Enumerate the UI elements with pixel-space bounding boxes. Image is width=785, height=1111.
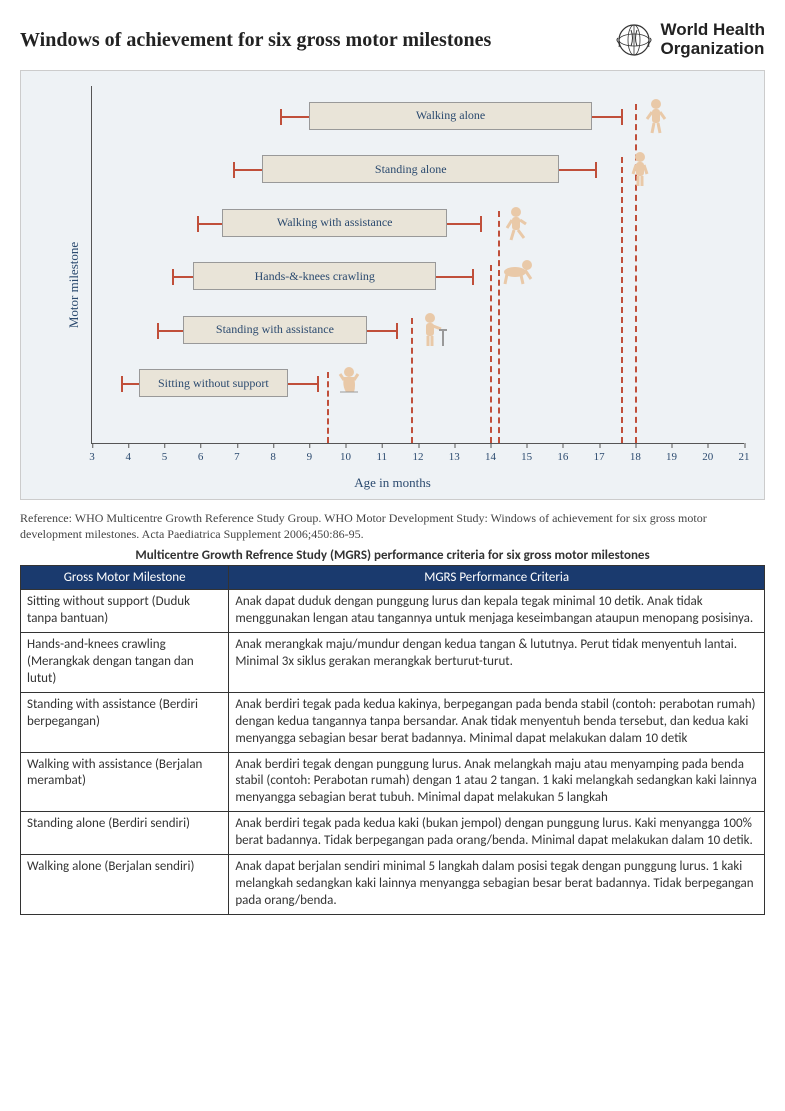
x-tick: 15 xyxy=(521,451,532,463)
x-tick: 8 xyxy=(270,451,276,463)
whisker-cap xyxy=(197,216,199,232)
cell-milestone: Walking alone (Berjalan sendiri) xyxy=(21,854,229,914)
cell-criteria: Anak dapat duduk dengan punggung lurus d… xyxy=(229,590,765,633)
x-tick: 5 xyxy=(162,451,168,463)
x-tick: 16 xyxy=(557,451,568,463)
baby-icon xyxy=(642,97,670,142)
baby-icon xyxy=(417,311,449,356)
baby-icon xyxy=(497,257,537,294)
milestone-chart: Motor milestone 345678910111213141516171… xyxy=(20,70,765,500)
milestone-bar: Sitting without support xyxy=(139,369,288,397)
x-tick: 12 xyxy=(413,451,424,463)
milestone-row: Standing with assistance xyxy=(92,311,744,365)
whisker-cap xyxy=(233,162,235,178)
whisker-cap xyxy=(157,323,159,339)
cell-milestone: Walking with assistance (Berjalan meramb… xyxy=(21,752,229,812)
milestone-bar: Standing with assistance xyxy=(183,316,368,344)
whisker xyxy=(447,223,480,225)
whisker xyxy=(233,169,262,171)
whisker-cap xyxy=(472,269,474,285)
milestone-bar: Walking with assistance xyxy=(222,209,447,237)
cell-milestone: Sitting without support (Duduk tanpa ban… xyxy=(21,590,229,633)
milestone-bar: Walking alone xyxy=(309,102,592,130)
table-header-milestone: Gross Motor Milestone xyxy=(21,566,229,590)
whisker xyxy=(121,383,139,385)
milestone-row: Standing alone xyxy=(92,150,744,204)
page-title: Windows of achievement for six gross mot… xyxy=(20,29,491,52)
baby-icon xyxy=(627,150,653,195)
x-tick: 20 xyxy=(702,451,713,463)
who-text: World Health Organization xyxy=(660,21,765,58)
whisker-cap xyxy=(621,109,623,125)
table-header-row: Gross Motor Milestone MGRS Performance C… xyxy=(21,566,765,590)
who-line2: Organization xyxy=(660,39,764,58)
whisker xyxy=(436,276,472,278)
x-tick: 9 xyxy=(307,451,313,463)
whisker xyxy=(559,169,595,171)
x-tick: 7 xyxy=(234,451,240,463)
whisker xyxy=(172,276,194,278)
x-tick: 10 xyxy=(340,451,351,463)
cell-criteria: Anak berdiri tegak pada kedua kakinya, b… xyxy=(229,692,765,752)
x-tick: 6 xyxy=(198,451,204,463)
chart-ylabel: Motor milestone xyxy=(66,242,82,328)
baby-icon xyxy=(504,204,534,249)
chart-area: 3456789101112131415161718192021Walking a… xyxy=(91,86,744,444)
table-row: Walking alone (Berjalan sendiri)Anak dap… xyxy=(21,854,765,914)
whisker xyxy=(288,383,317,385)
cell-criteria: Anak dapat berjalan sendiri minimal 5 la… xyxy=(229,854,765,914)
x-tick: 19 xyxy=(666,451,677,463)
whisker-cap xyxy=(480,216,482,232)
cell-criteria: Anak berdiri tegak pada kedua kaki (buka… xyxy=(229,812,765,855)
criteria-table: Gross Motor Milestone MGRS Performance C… xyxy=(20,565,765,914)
who-line1: World Health xyxy=(660,20,765,39)
x-tick: 18 xyxy=(630,451,641,463)
cell-milestone: Hands-and-knees crawling (Merangkak deng… xyxy=(21,633,229,693)
x-tick: 11 xyxy=(376,451,387,463)
milestone-bar: Standing alone xyxy=(262,155,559,183)
table-row: Walking with assistance (Berjalan meramb… xyxy=(21,752,765,812)
whisker-cap xyxy=(317,376,319,392)
whisker-cap xyxy=(595,162,597,178)
whisker xyxy=(367,330,396,332)
whisker-cap xyxy=(172,269,174,285)
x-tick: 3 xyxy=(89,451,95,463)
cell-milestone: Standing with assistance (Berdiri berpeg… xyxy=(21,692,229,752)
milestone-row: Sitting without support xyxy=(92,364,744,418)
x-tick: 4 xyxy=(125,451,131,463)
whisker xyxy=(280,116,309,118)
whisker-cap xyxy=(280,109,282,125)
table-row: Sitting without support (Duduk tanpa ban… xyxy=(21,590,765,633)
x-tick: 14 xyxy=(485,451,496,463)
whisker xyxy=(592,116,621,118)
whisker xyxy=(197,223,222,225)
table-row: Standing alone (Berdiri sendiri)Anak ber… xyxy=(21,812,765,855)
table-row: Hands-and-knees crawling (Merangkak deng… xyxy=(21,633,765,693)
baby-icon xyxy=(334,364,364,403)
x-tick: 21 xyxy=(739,451,750,463)
who-icon xyxy=(614,20,654,60)
milestone-bar: Hands-&-knees crawling xyxy=(193,262,436,290)
whisker-cap xyxy=(396,323,398,339)
cell-criteria: Anak merangkak maju/mundur dengan kedua … xyxy=(229,633,765,693)
cell-milestone: Standing alone (Berdiri sendiri) xyxy=(21,812,229,855)
who-logo: World Health Organization xyxy=(614,20,765,60)
cell-criteria: Anak berdiri tegak dengan punggung lurus… xyxy=(229,752,765,812)
whisker-cap xyxy=(121,376,123,392)
table-row: Standing with assistance (Berdiri berpeg… xyxy=(21,692,765,752)
table-header-criteria: MGRS Performance Criteria xyxy=(229,566,765,590)
x-tick: 17 xyxy=(594,451,605,463)
reference-text: Reference: WHO Multicentre Growth Refere… xyxy=(20,510,765,542)
milestone-row: Hands-&-knees crawling xyxy=(92,257,744,311)
whisker xyxy=(157,330,182,332)
milestone-row: Walking alone xyxy=(92,97,744,151)
header: Windows of achievement for six gross mot… xyxy=(20,20,765,60)
chart-xlabel: Age in months xyxy=(354,475,431,491)
table-title: Multicentre Growth Refrence Study (MGRS)… xyxy=(20,548,765,563)
x-tick: 13 xyxy=(449,451,460,463)
milestone-row: Walking with assistance xyxy=(92,204,744,258)
